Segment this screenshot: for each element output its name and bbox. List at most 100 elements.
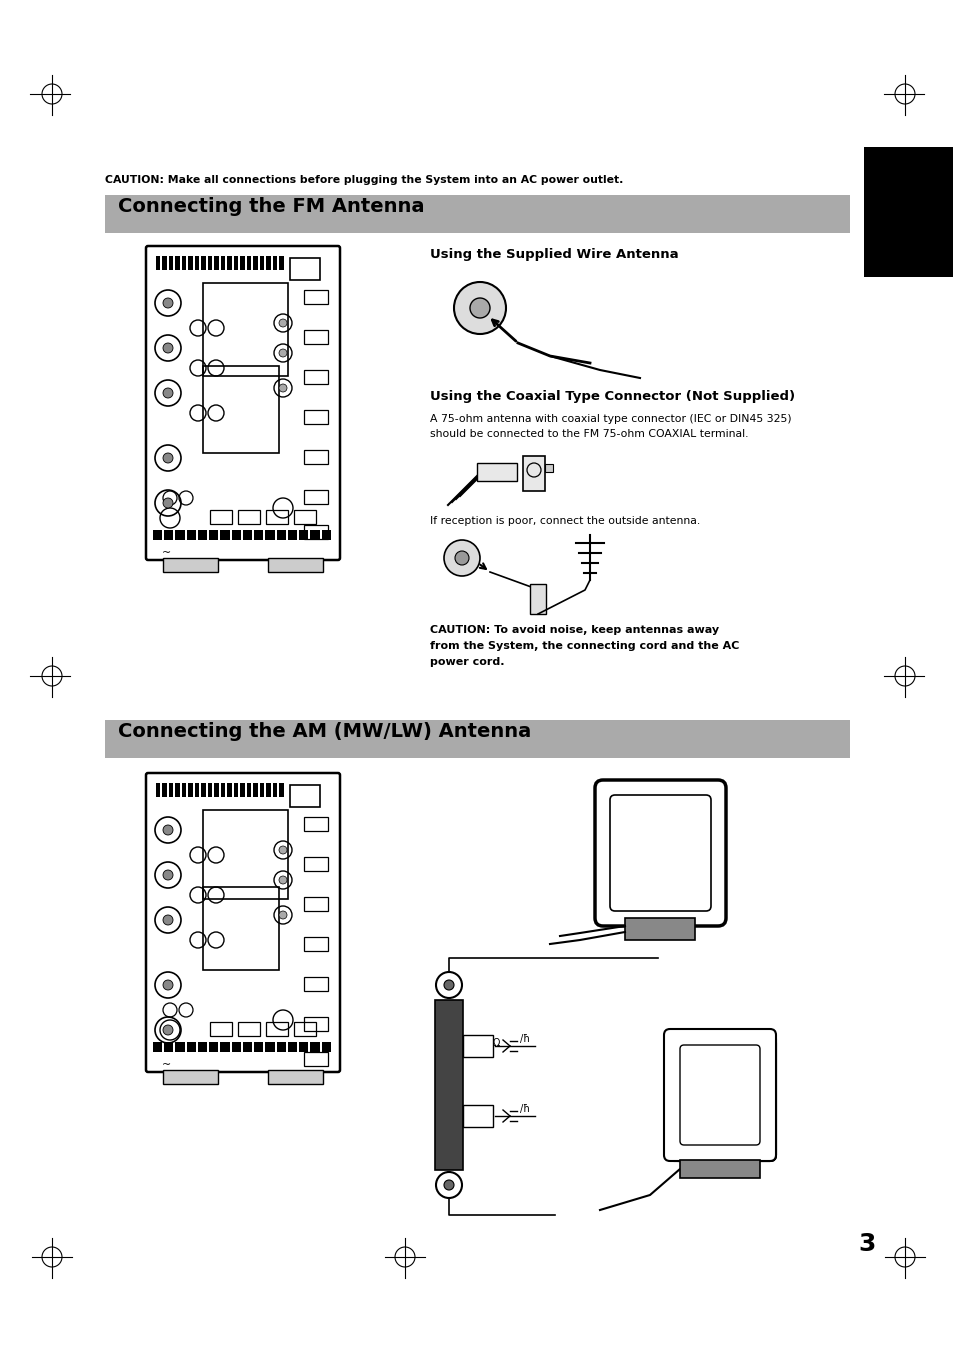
Bar bbox=[210, 1021, 232, 1036]
Text: from the System, the connecting cord and the AC: from the System, the connecting cord and… bbox=[430, 640, 739, 651]
Bar bbox=[189, 784, 193, 797]
Bar bbox=[265, 530, 274, 540]
Bar bbox=[530, 584, 545, 613]
FancyBboxPatch shape bbox=[671, 1038, 775, 1161]
Bar bbox=[243, 1042, 252, 1052]
Bar bbox=[266, 255, 271, 270]
Text: Using the Supplied Wire Antenna: Using the Supplied Wire Antenna bbox=[430, 249, 678, 261]
Bar bbox=[304, 370, 328, 384]
Bar bbox=[294, 509, 315, 524]
Bar bbox=[194, 255, 199, 270]
Bar bbox=[279, 255, 284, 270]
Bar bbox=[544, 463, 553, 471]
Bar bbox=[214, 784, 219, 797]
Bar bbox=[462, 1035, 493, 1056]
Bar bbox=[240, 784, 245, 797]
Bar bbox=[321, 1042, 331, 1052]
Bar bbox=[237, 1021, 260, 1036]
Bar bbox=[266, 509, 288, 524]
Circle shape bbox=[278, 349, 287, 357]
Bar bbox=[247, 784, 252, 797]
Bar bbox=[679, 1161, 760, 1178]
Text: A 75-ohm antenna with coaxial type connector (IEC or DIN45 325): A 75-ohm antenna with coaxial type conne… bbox=[430, 413, 791, 424]
Bar bbox=[310, 1042, 319, 1052]
Circle shape bbox=[443, 1179, 454, 1190]
Bar bbox=[260, 784, 264, 797]
Bar bbox=[304, 409, 328, 424]
Bar bbox=[290, 785, 319, 807]
Circle shape bbox=[436, 1173, 461, 1198]
Bar bbox=[198, 1042, 207, 1052]
Circle shape bbox=[163, 299, 172, 308]
Bar bbox=[290, 258, 319, 280]
Bar bbox=[304, 490, 328, 504]
Bar bbox=[203, 366, 278, 453]
Bar bbox=[260, 255, 264, 270]
Bar bbox=[266, 784, 271, 797]
Circle shape bbox=[443, 979, 454, 990]
Bar bbox=[203, 888, 278, 970]
Bar bbox=[268, 558, 323, 571]
Bar bbox=[187, 530, 195, 540]
Circle shape bbox=[278, 911, 287, 919]
Circle shape bbox=[278, 319, 287, 327]
FancyBboxPatch shape bbox=[609, 794, 710, 911]
Circle shape bbox=[163, 499, 172, 508]
Bar bbox=[208, 784, 213, 797]
Bar bbox=[208, 255, 213, 270]
Bar bbox=[276, 530, 286, 540]
Text: ~: ~ bbox=[162, 549, 172, 558]
Bar bbox=[152, 530, 162, 540]
Bar bbox=[194, 784, 199, 797]
Text: Using the Coaxial Type Connector (Not Supplied): Using the Coaxial Type Connector (Not Su… bbox=[430, 390, 794, 403]
Bar bbox=[105, 720, 849, 758]
FancyBboxPatch shape bbox=[146, 773, 339, 1071]
Circle shape bbox=[163, 870, 172, 880]
Bar bbox=[175, 1042, 185, 1052]
Bar bbox=[201, 784, 206, 797]
Bar bbox=[227, 784, 232, 797]
Bar bbox=[279, 784, 284, 797]
Text: CAUTION: To avoid noise, keep antennas away: CAUTION: To avoid noise, keep antennas a… bbox=[430, 626, 719, 635]
Circle shape bbox=[163, 343, 172, 353]
Bar bbox=[201, 255, 206, 270]
Bar bbox=[162, 255, 167, 270]
Bar bbox=[304, 450, 328, 463]
Bar bbox=[435, 1000, 462, 1170]
Bar bbox=[304, 817, 328, 831]
Bar bbox=[624, 917, 695, 940]
Bar bbox=[162, 784, 167, 797]
Circle shape bbox=[163, 825, 172, 835]
Bar bbox=[304, 526, 328, 539]
Circle shape bbox=[163, 979, 172, 990]
Bar bbox=[187, 1042, 195, 1052]
Bar bbox=[310, 530, 319, 540]
Bar bbox=[214, 255, 219, 270]
Bar bbox=[304, 977, 328, 992]
Bar bbox=[243, 530, 252, 540]
Text: /ħ: /ħ bbox=[519, 1034, 530, 1044]
Bar bbox=[273, 255, 277, 270]
Text: Connecting the FM Antenna: Connecting the FM Antenna bbox=[118, 197, 424, 216]
Bar bbox=[220, 1042, 230, 1052]
Text: If reception is poor, connect the outside antenna.: If reception is poor, connect the outsid… bbox=[430, 516, 700, 526]
Bar bbox=[221, 255, 225, 270]
Bar bbox=[240, 255, 245, 270]
Bar bbox=[304, 1017, 328, 1031]
Bar bbox=[304, 857, 328, 871]
Bar bbox=[175, 530, 185, 540]
Circle shape bbox=[163, 388, 172, 399]
Bar bbox=[203, 282, 288, 376]
Bar bbox=[288, 530, 297, 540]
Bar bbox=[164, 1042, 173, 1052]
Bar bbox=[220, 530, 230, 540]
Bar bbox=[169, 784, 173, 797]
Text: CAUTION: Make all connections before plugging the System into an AC power outlet: CAUTION: Make all connections before plu… bbox=[105, 176, 622, 185]
Bar bbox=[304, 290, 328, 304]
Text: 3: 3 bbox=[857, 1232, 875, 1256]
Bar bbox=[299, 1042, 308, 1052]
Bar bbox=[182, 255, 186, 270]
Bar bbox=[163, 1070, 218, 1084]
Bar bbox=[227, 255, 232, 270]
Bar bbox=[254, 1042, 263, 1052]
